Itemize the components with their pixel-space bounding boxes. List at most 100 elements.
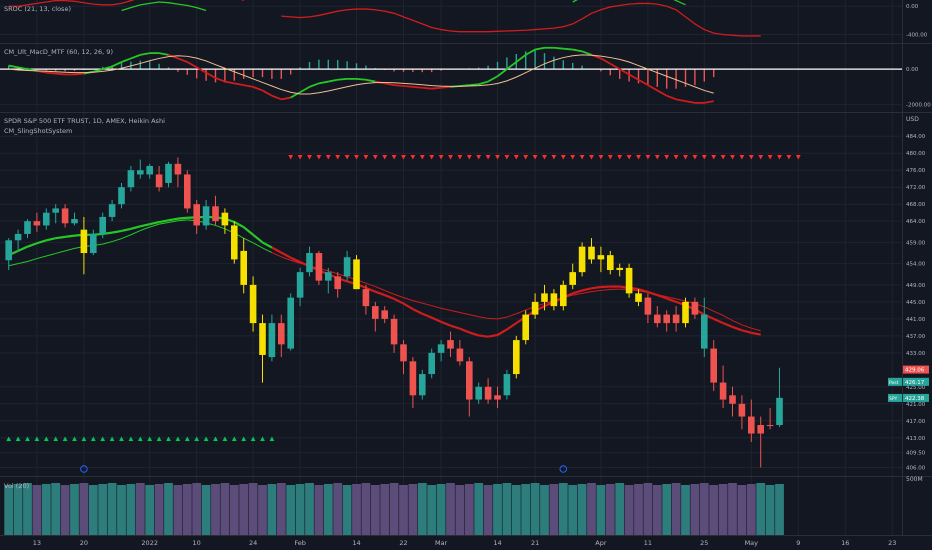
macd-signal-line [8, 54, 714, 95]
sell-triangle-marker [711, 155, 717, 160]
sell-triangle-marker [598, 155, 604, 160]
buy-triangle-marker [250, 436, 256, 441]
sell-triangle-marker [777, 155, 782, 160]
y-tick-label: 0.00 [906, 67, 919, 73]
ema-fast-segment [384, 294, 395, 300]
volume-bar [728, 483, 737, 535]
ema-fast-segment [121, 227, 132, 233]
volume-bar [201, 485, 211, 535]
buy-triangle-marker [156, 436, 162, 441]
macd-pane [0, 46, 902, 104]
macd-line-segment [158, 52, 169, 56]
ema-slow-segment [741, 324, 752, 329]
ema-fast-segment [27, 242, 38, 248]
ema-slow-segment [393, 293, 404, 299]
ema-fast-segment [365, 286, 376, 293]
sell-triangle-marker [476, 155, 482, 160]
ema-fast-segment [450, 324, 461, 330]
volume-bar [164, 483, 173, 535]
macd-line-segment [403, 85, 413, 88]
macd-line-segment [647, 84, 658, 92]
y-tick-label: 459.00 [906, 240, 926, 246]
candle-body [287, 297, 294, 349]
volume-bar [295, 484, 305, 535]
ema-slow-segment [121, 234, 132, 240]
sell-triangle-marker [457, 155, 463, 160]
volume-bar [267, 484, 277, 535]
ema-slow-segment [459, 312, 470, 316]
candle-body [635, 293, 642, 302]
buy-triangle-marker [119, 436, 124, 441]
y-tick-label: 421.00 [906, 402, 926, 408]
sell-triangle-marker [551, 155, 557, 160]
buy-triangle-marker [137, 436, 143, 441]
volume-bar [286, 485, 296, 535]
buy-triangle-marker [194, 436, 200, 441]
grid [0, 0, 902, 535]
x-tick-label: 13 [33, 539, 41, 547]
price-badge [903, 393, 929, 402]
sell-triangle-marker [645, 155, 651, 160]
macd-line-segment [243, 84, 254, 88]
dividend-icon [80, 465, 88, 473]
ema-slow-segment [647, 292, 658, 296]
y-tick-label: 437.00 [906, 334, 926, 340]
buy-triangle-marker [43, 436, 49, 441]
sell-triangle-marker [607, 155, 613, 160]
ema-slow-segment [403, 297, 414, 302]
candle-body [240, 250, 247, 285]
candle-body [108, 204, 116, 217]
candle-body [578, 246, 586, 273]
sell-triangle-marker [570, 155, 576, 160]
price-badge-label: Post [889, 380, 899, 386]
y-tick-label: 409.50 [906, 451, 926, 457]
y-tick-label: 413.00 [906, 436, 926, 442]
ema-fast-segment [638, 288, 649, 294]
ema-fast-segment [149, 220, 160, 226]
sell-triangle-marker [523, 155, 529, 160]
macd-line-segment [328, 78, 338, 83]
candle-body [776, 397, 783, 426]
price-title: SPDR S&P 500 ETF TRUST, 1D, AMEX, Heikin… [4, 117, 165, 125]
candle-body [33, 221, 41, 226]
sell-triangle-marker [419, 155, 425, 160]
candle-body [682, 301, 689, 324]
macd-line-segment [487, 75, 498, 83]
macd-line-segment [656, 89, 668, 97]
sroc-green-line-2 [121, 1, 207, 12]
volume-bar [98, 484, 108, 535]
sell-triangle-marker [495, 155, 500, 160]
candle-body [757, 425, 764, 434]
volume-bar [239, 484, 249, 535]
candle-body [663, 314, 670, 324]
volume-bar [361, 483, 371, 535]
volume-tick: 500M [906, 476, 923, 483]
candle-body [456, 348, 464, 362]
buy-triangle-marker [100, 436, 106, 441]
volume-bar [643, 483, 653, 535]
volume-bar [408, 484, 418, 535]
macd-line-segment [290, 91, 301, 99]
volume-bar [605, 484, 615, 535]
ema-slow-segment [46, 252, 56, 257]
ema-slow-segment [64, 247, 75, 252]
macd-line-segment [356, 77, 366, 81]
candle-body [155, 174, 163, 188]
volume-bar [652, 485, 662, 535]
ema-fast-segment [591, 285, 602, 290]
candle-body [588, 246, 595, 260]
candle-body [447, 340, 454, 349]
ema-slow-segment [591, 289, 601, 293]
candle-body [569, 272, 576, 285]
volume-bar [380, 484, 390, 535]
x-tick-label: 23 [888, 539, 896, 547]
ema-fast-segment [751, 331, 761, 336]
x-tick-label: 9 [796, 539, 800, 547]
buy-triangle-marker [213, 436, 218, 441]
macd-line-segment [704, 100, 714, 104]
ema-slow-segment [102, 241, 113, 245]
volume-bar [436, 484, 446, 535]
candle-body [334, 276, 341, 290]
sell-triangle-marker [307, 155, 312, 160]
sell-triangle-marker [429, 155, 435, 160]
